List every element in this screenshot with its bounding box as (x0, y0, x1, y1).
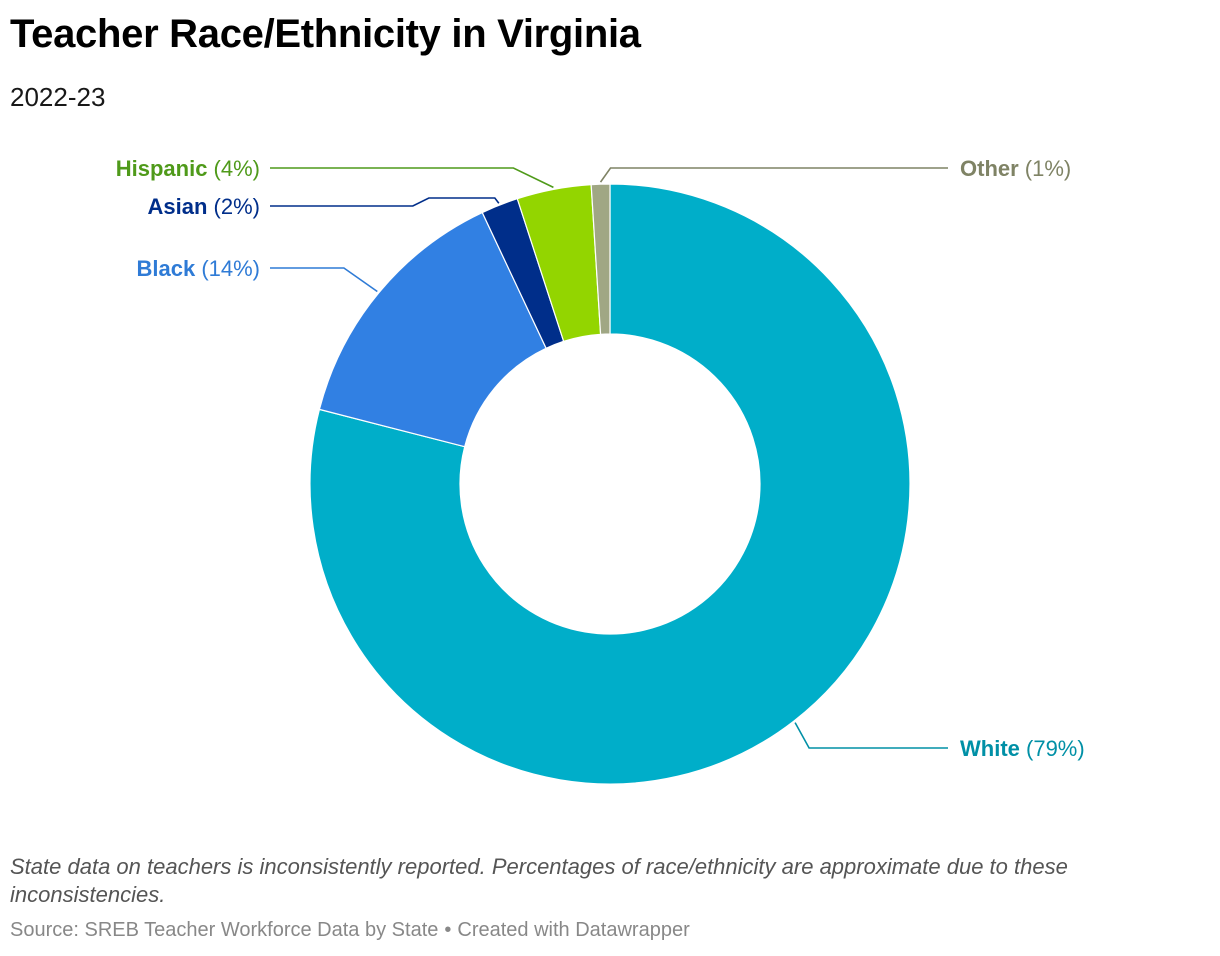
slice-label-other: Other (1%) (960, 156, 1071, 181)
slice-label-value-other: (1%) (1019, 156, 1072, 181)
slice-label-name-white: White (960, 736, 1020, 761)
leader-line-white (794, 722, 948, 749)
leader-line-asian (270, 197, 500, 207)
donut-chart: White (79%) Black (14%) Asian (2%) Hispanic… (116, 156, 1085, 785)
datawrapper-credit: Created with Datawrapper (457, 919, 690, 941)
slice-label-hispanic: Hispanic (4%) (116, 156, 260, 181)
source-separator: • (444, 919, 452, 941)
donut-slices (309, 183, 911, 785)
slice-label-name-hispanic: Hispanic (116, 156, 208, 181)
slice-label-value-black: (14%) (195, 256, 260, 281)
slice-label-asian: Asian (2%) (148, 194, 260, 219)
slice-black (318, 211, 547, 448)
slice-white (309, 183, 911, 785)
chart-title: Teacher Race/Ethnicity in Virginia (10, 12, 641, 56)
leader-line-black (270, 267, 378, 293)
slice-label-value-white: (79%) (1020, 736, 1085, 761)
chart-source: Source: SREB Teacher Workforce Data by S… (10, 919, 690, 942)
slice-label-value-hispanic: (4%) (207, 156, 260, 181)
slice-label-name-asian: Asian (148, 194, 208, 219)
slice-label-name-black: Black (136, 256, 195, 281)
slice-label-black: Black (14%) (136, 256, 260, 281)
slice-other (590, 183, 611, 335)
leader-line-hispanic (270, 167, 554, 189)
label-leader-lines (270, 167, 948, 749)
slice-label-white: White (79%) (960, 736, 1085, 761)
slice-labels: White (79%) Black (14%) Asian (2%) Hispanic… (116, 156, 1085, 761)
leader-line-other (599, 167, 948, 183)
chart-notes: State data on teachers is inconsistently… (10, 854, 1068, 907)
source-text: SREB Teacher Workforce Data by State (84, 919, 439, 941)
source-label: Source: (10, 919, 79, 941)
slice-label-value-asian: (2%) (207, 194, 260, 219)
chart-subtitle: 2022-23 (10, 82, 106, 112)
slice-label-name-other: Other (960, 156, 1019, 181)
